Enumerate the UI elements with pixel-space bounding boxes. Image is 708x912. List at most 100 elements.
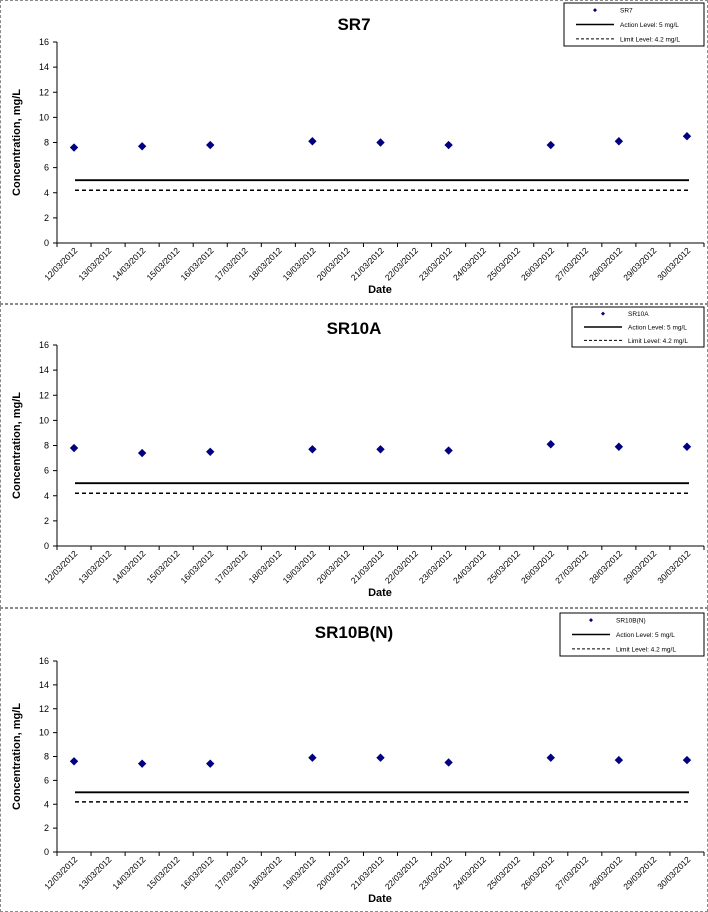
data-point xyxy=(444,758,453,767)
legend: SR7 Action Level: 5 mg/L Limit Level: 4.2 … xyxy=(563,2,705,47)
x-tick-label: 21/03/2012 xyxy=(349,245,386,282)
y-tick-label: 2 xyxy=(44,213,49,223)
x-tick-label: 19/03/2012 xyxy=(281,245,318,282)
y-tick-label: 4 xyxy=(44,188,49,198)
legend: SR10A Action Level: 5 mg/L Limit Level: 4.… xyxy=(571,306,705,348)
x-tick-label: 15/03/2012 xyxy=(144,245,181,282)
y-tick-label: 14 xyxy=(39,62,49,72)
x-tick-label: 14/03/2012 xyxy=(110,854,147,891)
x-tick-label: 25/03/2012 xyxy=(485,854,522,891)
y-tick-label: 6 xyxy=(44,775,49,785)
x-tick-label: 16/03/2012 xyxy=(178,245,215,282)
y-tick-label: 14 xyxy=(39,365,49,375)
legend-label: SR7 xyxy=(620,8,633,15)
data-point xyxy=(376,445,385,454)
y-tick-label: 4 xyxy=(44,491,49,501)
chart-title: SR10A xyxy=(327,319,382,338)
x-tick-label: 25/03/2012 xyxy=(485,245,522,282)
data-point xyxy=(682,442,692,451)
y-tick-label: 16 xyxy=(39,340,49,350)
x-tick-label: 26/03/2012 xyxy=(519,548,556,585)
x-tick-label: 25/03/2012 xyxy=(485,548,522,585)
x-tick-label: 17/03/2012 xyxy=(213,245,250,282)
x-tick-label: 18/03/2012 xyxy=(247,245,284,282)
legend-marker xyxy=(601,311,605,316)
x-tick-label: 20/03/2012 xyxy=(315,548,352,585)
x-tick-label: 20/03/2012 xyxy=(315,245,352,282)
x-tick-label: 27/03/2012 xyxy=(553,245,590,282)
data-point xyxy=(137,142,147,151)
x-tick-label: 23/03/2012 xyxy=(417,245,454,282)
x-tick-label: 29/03/2012 xyxy=(621,854,658,891)
x-tick-label: 28/03/2012 xyxy=(587,548,624,585)
y-tick-label: 12 xyxy=(39,704,49,714)
legend-label: Action Level: 5 mg/L xyxy=(616,632,675,639)
y-tick-label: 14 xyxy=(39,680,49,690)
data-point xyxy=(546,753,555,762)
x-tick-label: 21/03/2012 xyxy=(349,548,386,585)
x-tick-label: 16/03/2012 xyxy=(178,548,215,585)
data-point xyxy=(308,445,317,454)
data-point xyxy=(444,140,453,150)
x-tick-label: 21/03/2012 xyxy=(349,854,386,891)
legend-label: SR10B(N) xyxy=(616,618,646,625)
x-tick-label: 13/03/2012 xyxy=(76,548,113,585)
y-tick-label: 16 xyxy=(39,656,49,666)
y-tick-label: 8 xyxy=(44,138,49,148)
data-point xyxy=(614,442,624,451)
data-point xyxy=(682,132,692,141)
legend-label: Action Level: 5 mg/L xyxy=(628,325,687,332)
x-axis-label: Date xyxy=(368,284,392,296)
x-tick-label: 28/03/2012 xyxy=(587,854,624,891)
x-tick-label: 14/03/2012 xyxy=(110,548,147,585)
x-tick-label: 15/03/2012 xyxy=(144,548,181,585)
x-tick-label: 19/03/2012 xyxy=(281,854,318,891)
y-axis-label: Concentration, mg/L xyxy=(11,89,23,196)
x-tick-label: 12/03/2012 xyxy=(42,245,79,282)
y-tick-label: 12 xyxy=(39,390,49,400)
data-point xyxy=(614,137,624,146)
y-tick-label: 0 xyxy=(44,847,49,857)
x-tick-label: 28/03/2012 xyxy=(587,245,624,282)
y-tick-label: 2 xyxy=(44,823,49,833)
x-tick-label: 29/03/2012 xyxy=(621,548,658,585)
data-point xyxy=(69,757,79,766)
data-point xyxy=(206,759,215,768)
data-point xyxy=(206,447,215,456)
y-tick-label: 10 xyxy=(39,112,49,122)
x-tick-label: 24/03/2012 xyxy=(451,245,488,282)
x-tick-label: 17/03/2012 xyxy=(213,854,250,891)
x-tick-label: 27/03/2012 xyxy=(553,548,590,585)
x-tick-label: 30/03/2012 xyxy=(655,548,692,585)
legend-marker xyxy=(589,618,593,623)
x-tick-label: 12/03/2012 xyxy=(42,854,79,891)
x-tick-label: 15/03/2012 xyxy=(144,854,181,891)
x-tick-label: 26/03/2012 xyxy=(519,854,556,891)
x-tick-label: 20/03/2012 xyxy=(315,854,352,891)
y-tick-label: 6 xyxy=(44,466,49,476)
y-tick-label: 0 xyxy=(44,238,49,248)
legend: SR10B(N) Action Level: 5 mg/L Limit Level:… xyxy=(559,612,705,657)
data-point xyxy=(308,137,317,146)
data-point xyxy=(137,448,147,458)
x-tick-label: 22/03/2012 xyxy=(383,854,420,891)
x-tick-label: 13/03/2012 xyxy=(76,245,113,282)
data-point xyxy=(69,143,79,152)
legend-label: SR10A xyxy=(628,311,649,318)
y-axis-label: Concentration, mg/L xyxy=(11,392,23,499)
y-tick-label: 8 xyxy=(44,752,49,762)
x-tick-label: 24/03/2012 xyxy=(451,854,488,891)
y-tick-label: 12 xyxy=(39,87,49,97)
x-tick-label: 26/03/2012 xyxy=(519,245,556,282)
y-tick-label: 0 xyxy=(44,541,49,551)
x-tick-label: 13/03/2012 xyxy=(76,854,113,891)
data-point xyxy=(376,138,385,147)
y-tick-label: 2 xyxy=(44,516,49,526)
data-point xyxy=(69,443,79,453)
legend-label: Limit Level: 4.2 mg/L xyxy=(616,646,676,653)
x-tick-label: 23/03/2012 xyxy=(417,548,454,585)
y-tick-label: 10 xyxy=(39,415,49,425)
x-axis-label: Date xyxy=(368,587,392,599)
data-point xyxy=(308,753,317,762)
chart-svg: SR10A 0 2 4 6 8 10 12 14 16 12/03/201213/03/201214… xyxy=(11,306,705,599)
